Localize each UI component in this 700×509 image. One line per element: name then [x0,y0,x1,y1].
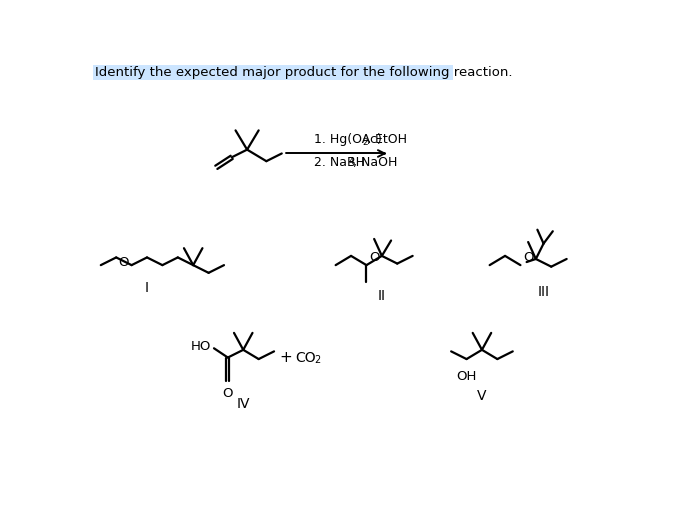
FancyBboxPatch shape [93,65,454,80]
Text: I: I [145,281,149,295]
Text: 2: 2 [362,138,368,147]
Text: Identify the expected major product for the following reaction.: Identify the expected major product for … [95,66,513,79]
Text: , NaOH: , NaOH [353,156,398,169]
Text: O: O [223,387,233,400]
Text: 2: 2 [314,355,321,365]
Text: IV: IV [237,397,250,411]
Text: II: II [378,289,386,303]
Text: +: + [279,350,292,365]
Text: 2. NaBH: 2. NaBH [314,156,365,169]
Text: HO: HO [190,340,211,353]
Text: , EtOH: , EtOH [367,133,407,146]
Text: O: O [369,250,379,264]
Text: OH: OH [456,370,477,383]
Text: O: O [523,250,533,264]
Text: III: III [538,285,550,299]
Text: V: V [477,389,486,403]
Text: O: O [119,256,129,269]
Text: 1. Hg(OAc): 1. Hg(OAc) [314,133,382,146]
Text: 4: 4 [349,157,354,166]
Text: CO: CO [295,351,316,364]
